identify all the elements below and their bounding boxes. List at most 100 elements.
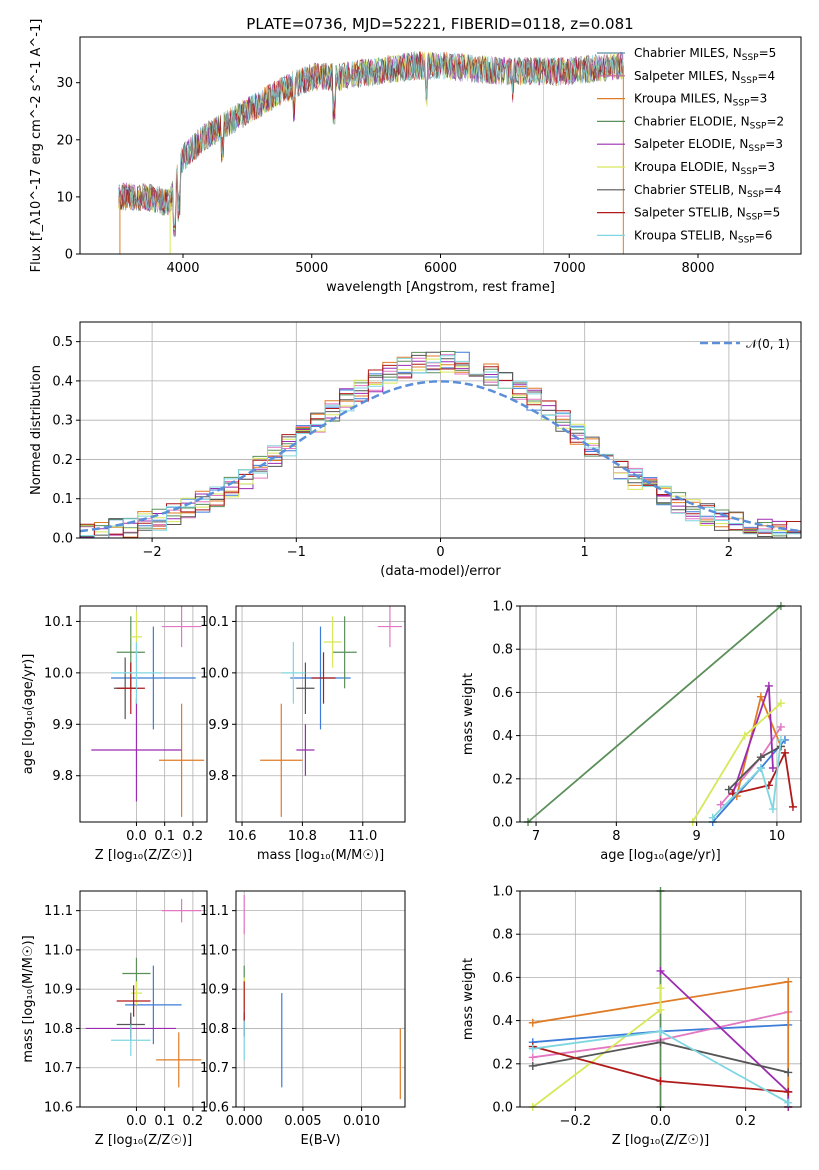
x-tick-label: 6000 — [424, 261, 457, 276]
weight-line — [691, 702, 782, 823]
legend-suffix: =4 — [757, 69, 775, 83]
y-tick-label: 0.0 — [492, 1101, 513, 1116]
y-tick-label: 30 — [56, 76, 73, 91]
weight-marker — [740, 731, 749, 740]
y-tick-label: 10 — [56, 190, 73, 205]
legend-entry: Kroupa MILES, NSSP=3 — [634, 92, 767, 109]
x-tick-label: 0.1 — [154, 829, 175, 844]
weight-marker — [656, 1027, 665, 1036]
x-axis-label: Z [log₁₀(Z/Z☉)] — [95, 848, 192, 863]
legend-suffix: =5 — [763, 206, 781, 220]
y-tick-label: 0.0 — [52, 532, 73, 547]
y-tick-label: 0.3 — [52, 414, 73, 429]
weight-marker — [784, 977, 793, 986]
weight-marker — [784, 1068, 793, 1077]
x-tick-label: 0.010 — [343, 1114, 380, 1129]
y-tick-label: 10.0 — [200, 666, 229, 681]
weight-marker — [756, 764, 765, 772]
x-tick-label: −1 — [287, 545, 306, 560]
legend-entry: Chabrier ELODIE, NSSP=2 — [634, 114, 784, 131]
weight-marker — [784, 1098, 793, 1107]
x-tick-label: 8000 — [681, 261, 714, 276]
normal-curve — [79, 380, 802, 533]
y-tick-label: 0 — [65, 248, 73, 263]
histogram-step — [80, 358, 801, 539]
weight-marker — [776, 722, 785, 731]
legend-entry: Salpeter STELIB, NSSP=5 — [634, 206, 780, 223]
y-tick-label: 10.1 — [44, 615, 73, 630]
y-tick-label: 20 — [56, 133, 73, 148]
weight-line — [712, 739, 782, 819]
y-axis-label: mass [log₁₀(M/M☉)] — [21, 935, 36, 1062]
y-tick-label: 0.5 — [52, 335, 73, 350]
weight-marker — [656, 1077, 665, 1086]
weight-marker — [756, 692, 765, 701]
weight-marker — [780, 748, 789, 757]
plot-area — [91, 606, 205, 817]
weight-marker — [776, 735, 785, 744]
x-tick-label: 2 — [725, 545, 733, 560]
legend-entry: Kroupa STELIB, NSSP=6 — [634, 228, 772, 245]
y-tick-label: 0.2 — [492, 772, 513, 787]
legend-subscript: SSP — [742, 53, 759, 63]
x-tick-label: 5000 — [295, 261, 328, 276]
x-tick-label: 0.2 — [183, 829, 204, 844]
legend-subscript: SSP — [748, 144, 765, 154]
legend-suffix: =3 — [750, 92, 768, 106]
weight-marker — [656, 984, 665, 993]
axes-frame — [79, 605, 208, 823]
mass-vs-metallicity-panel: 0.0 0.1 0.2 10.6 10.7 10.8 10.9 11.0 11.1 Z [log₁… — [21, 890, 208, 1148]
y-tick-label: 10.8 — [44, 1022, 73, 1037]
x-tick-label: 0.2 — [735, 1114, 756, 1129]
plot-area — [118, 51, 624, 254]
x-axis-label: age [log₁₀(age/yr)] — [600, 848, 721, 863]
weight-vs-metallicity-panel: −0.2 0.0 0.2 0.0 0.2 0.4 0.6 0.8 1.0 Z [log₁₀(Z/Z… — [461, 885, 802, 1148]
x-tick-label: 0.0 — [126, 1114, 147, 1129]
x-tick-label: 0.1 — [154, 1114, 175, 1129]
weight-vs-age-panel: 7 8 9 10 0.0 0.2 0.4 0.6 0.8 1.0 age [log₁₀(age/yr… — [461, 600, 802, 863]
y-tick-label: 9.8 — [208, 769, 229, 784]
x-tick-label: 10 — [769, 829, 786, 844]
legend-entry: Kroupa ELODIE, NSSP=3 — [634, 160, 775, 177]
y-tick-label: 0.2 — [52, 453, 73, 468]
x-axis-label: E(B-V) — [300, 1133, 340, 1148]
x-axis-label: wavelength [Angstrom, rest frame] — [326, 280, 555, 295]
y-tick-label: 11.0 — [200, 943, 229, 958]
axes-frame — [519, 605, 802, 823]
y-axis-label: age [log₁₀(age/yr)] — [21, 654, 36, 775]
plot-area — [243, 894, 401, 1100]
x-axis-label: Z [log₁₀(Z/Z☉)] — [95, 1133, 192, 1148]
weight-marker — [776, 699, 785, 708]
weight-marker — [656, 1005, 665, 1014]
x-tick-label: 4000 — [166, 261, 199, 276]
y-axis-label: Normed distribution — [29, 365, 44, 495]
legend-subscript: SSP — [738, 235, 755, 245]
weight-marker — [716, 800, 725, 809]
axes-frame — [235, 605, 406, 823]
legend-subscript: SSP — [741, 76, 758, 86]
legend-subscript: SSP — [733, 99, 750, 109]
x-tick-label: 0.000 — [226, 1114, 263, 1129]
axes-frame — [79, 890, 208, 1108]
x-tick-label: 0 — [436, 545, 444, 560]
weight-marker — [784, 1087, 793, 1096]
y-tick-label: 0.4 — [52, 374, 73, 389]
age-vs-metallicity-panel: 0.0 0.1 0.2 9.8 9.9 10.0 10.1 Z [log₁₀(Z/Z☉)] ag… — [21, 605, 208, 863]
x-tick-label: 0.005 — [284, 1114, 321, 1129]
plot-area — [79, 351, 802, 539]
age-vs-mass-panel: 10.6 10.8 11.0 9.8 9.9 10.0 10.1 mass [log₁₀(M/… — [200, 605, 406, 863]
mass-vs-ebv-panel: 0.000 0.005 0.010 10.6 10.7 10.8 10.9 11.0 11.1 E… — [200, 890, 406, 1148]
weight-line — [735, 693, 782, 797]
y-tick-label: 0.8 — [492, 928, 513, 943]
legend-subscript: SSP — [750, 121, 767, 131]
weight-marker — [788, 802, 797, 811]
y-tick-label: 0.4 — [492, 1014, 513, 1029]
y-tick-label: 1.0 — [492, 600, 513, 615]
weight-marker — [768, 764, 777, 772]
weight-line — [527, 605, 782, 823]
x-tick-label: 9 — [692, 829, 700, 844]
spectrum-panel: 4000 5000 6000 7000 8000 0 10 20 30 wavelength [A… — [29, 19, 802, 295]
y-tick-label: 0.1 — [52, 492, 73, 507]
y-axis-label: mass weight — [461, 673, 476, 755]
